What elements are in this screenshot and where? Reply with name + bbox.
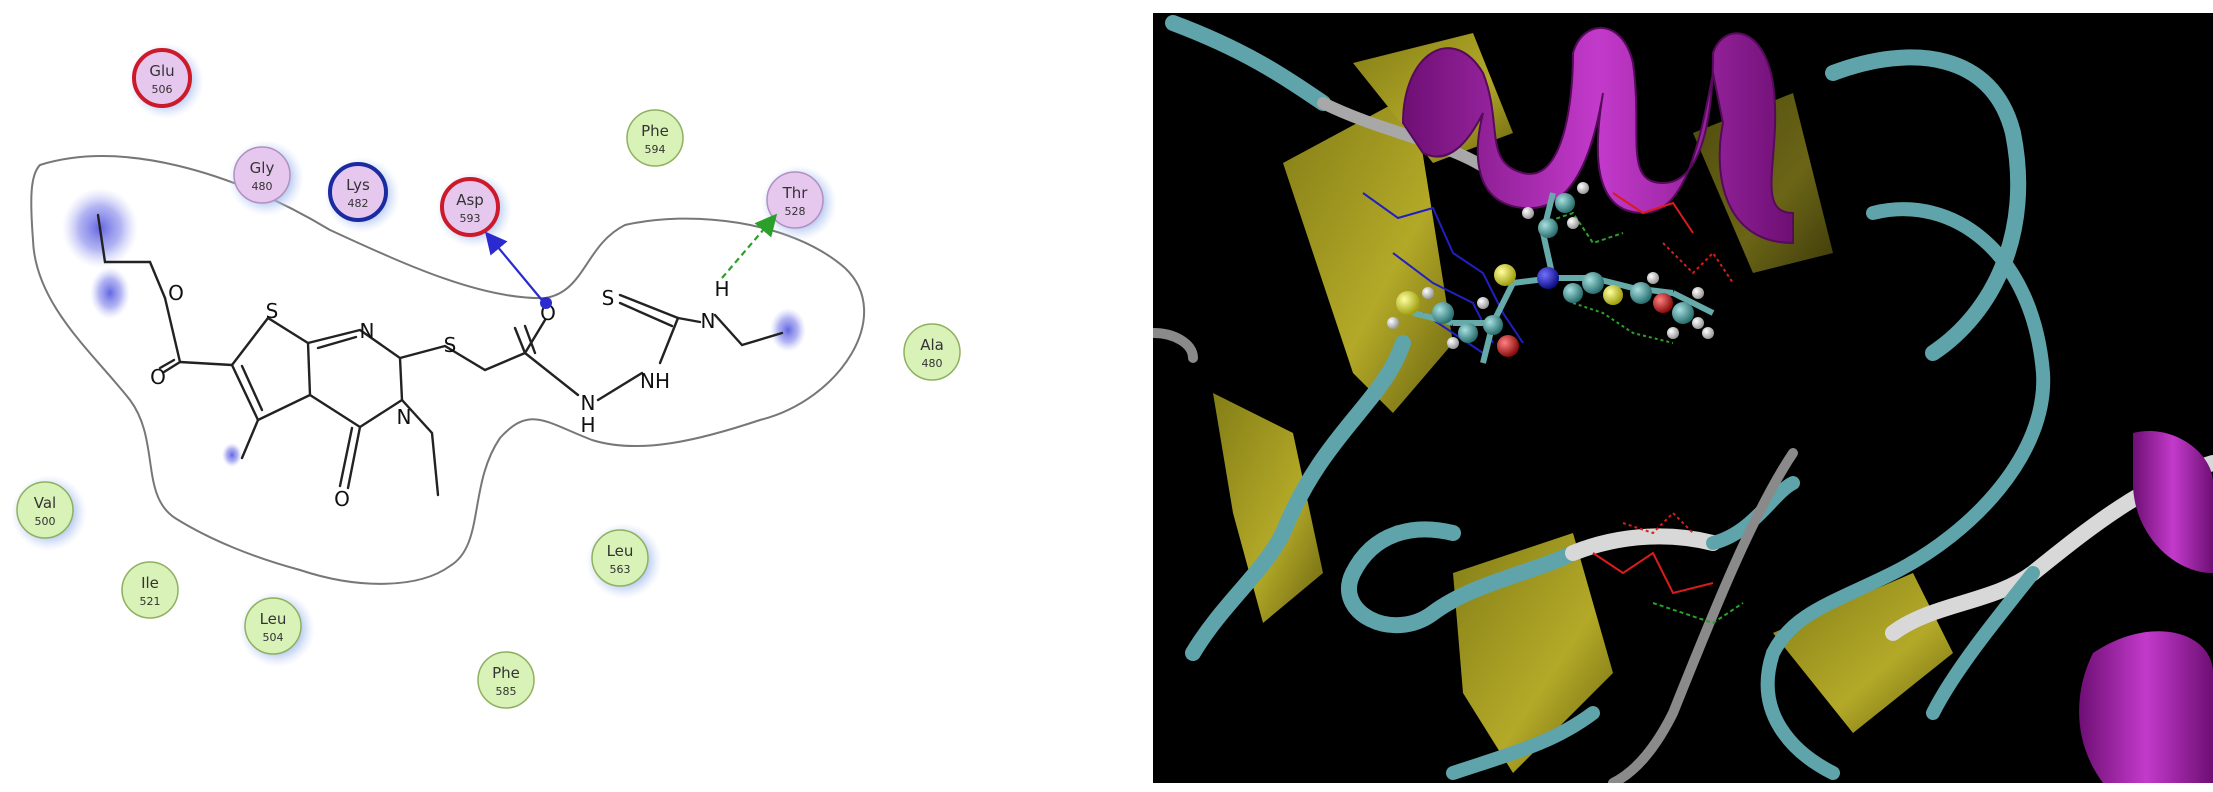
residue-disc — [244, 597, 302, 655]
atom-o-carbonyl-ester: O — [150, 365, 166, 389]
hbond-thr-528 — [721, 213, 778, 279]
residue-leu-504: Leu 504 — [239, 591, 315, 667]
residue-name: Gly — [250, 159, 275, 177]
residue-number: 528 — [785, 205, 806, 218]
residue-disc — [121, 561, 179, 619]
atom-h-hydrazide: H — [580, 413, 595, 437]
residues: Glu 506 Gly 480 Lys 482 Asp 593 Phe 594 Thr 528 Ala 4… — [11, 43, 961, 709]
atom-n-pyrimidinone: N — [397, 405, 412, 429]
residue-name: Phe — [641, 122, 669, 140]
halo-ester-oxygen — [90, 267, 130, 319]
residue-name: Phe — [492, 664, 520, 682]
residue-disc — [626, 109, 684, 167]
residue-ala-480: Ala 480 — [903, 323, 961, 381]
ligand-interaction-diagram: Glu 506 Gly 480 Lys 482 Asp 593 Phe 594 Thr 528 Ala 4… — [11, 43, 961, 709]
residue-disc — [903, 323, 961, 381]
atom-h-thiourea: H — [714, 277, 729, 301]
hbond-asp-593 — [484, 231, 547, 306]
ligand-ball-and-stick — [1387, 182, 1715, 364]
residue-disc — [16, 481, 74, 539]
residue-number: 482 — [348, 197, 369, 210]
atom-n-thiourea: N — [701, 309, 716, 333]
residue-gly-480: Gly 480 — [228, 140, 304, 216]
residue-disc — [766, 171, 824, 229]
residue-val-500: Val 500 — [11, 475, 87, 551]
binding-pocket-contour — [30, 155, 866, 585]
residue-lys-482: Lys 482 — [324, 157, 400, 233]
residue-number: 480 — [252, 180, 273, 193]
atom-n-pyrimidine: N — [360, 319, 375, 343]
residue-disc — [440, 177, 500, 237]
residue-name: Leu — [260, 610, 287, 628]
residue-leu-563: Leu 563 — [586, 523, 662, 599]
residue-disc — [233, 146, 291, 204]
hbond-donor-dot — [540, 297, 552, 309]
residue-ile-521: Ile 521 — [121, 561, 179, 619]
residue-name: Asp — [456, 191, 484, 209]
ligand-skeleton — [96, 213, 784, 497]
residue-name: Thr — [782, 184, 809, 202]
atom-s-thiourea: S — [602, 286, 615, 310]
residue-disc — [328, 162, 388, 222]
render-background — [1153, 13, 2213, 783]
residue-number: 594 — [645, 143, 666, 156]
residue-name: Val — [34, 494, 56, 512]
atom-s-thioether: S — [444, 333, 457, 357]
atom-labels: O O S N S O N H NH S N H O N — [150, 277, 729, 511]
residue-disc — [591, 529, 649, 587]
residue-name: Ile — [141, 574, 159, 592]
protein-ligand-3d-render — [1153, 13, 2213, 783]
residue-number: 480 — [922, 357, 943, 370]
residue-disc — [132, 48, 192, 108]
residue-asp-593: Asp 593 — [436, 172, 512, 248]
residue-name: Leu — [607, 542, 634, 560]
atom-n-hydrazide: N — [581, 391, 596, 415]
residue-phe-594: Phe 594 — [626, 109, 684, 167]
residue-name: Ala — [920, 336, 944, 354]
residue-number: 504 — [263, 631, 284, 644]
halo-methyl — [222, 443, 242, 467]
atom-s-thiophene: S — [266, 299, 279, 323]
residue-name: Lys — [346, 176, 370, 194]
residue-number: 585 — [496, 685, 517, 698]
alpha-helices — [1401, 27, 2213, 783]
atom-o-pyrimidinone: O — [334, 487, 350, 511]
residue-number: 521 — [140, 595, 161, 608]
residue-name: Glu — [149, 62, 174, 80]
solvent-exposure-halos — [62, 188, 806, 467]
residue-number: 506 — [152, 83, 173, 96]
residue-phe-585: Phe 585 — [477, 651, 535, 709]
atom-nh: NH — [640, 369, 670, 393]
residue-glu-506: Glu 506 — [128, 43, 204, 119]
residue-disc — [477, 651, 535, 709]
residue-number: 593 — [460, 212, 481, 225]
residue-thr-528: Thr 528 — [761, 165, 837, 241]
atom-o-ester: O — [168, 281, 184, 305]
residue-number: 500 — [35, 515, 56, 528]
halo-thiourea-ethyl — [770, 308, 806, 352]
residue-number: 563 — [610, 563, 631, 576]
